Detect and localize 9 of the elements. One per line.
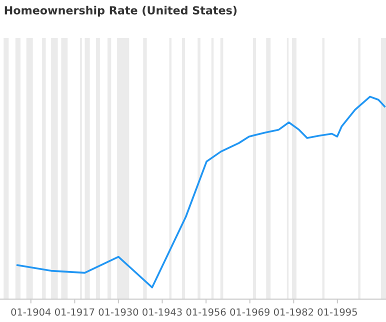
chart-title: Homeownership Rate (United States) bbox=[4, 6, 237, 17]
x-tick-label: 01-1904 bbox=[11, 308, 51, 316]
x-tick-label: 01-1969 bbox=[230, 308, 270, 316]
x-tick-label: 01-1930 bbox=[98, 308, 138, 316]
x-tick-label: 01-1982 bbox=[274, 308, 313, 316]
x-tick-label: 01-1917 bbox=[55, 308, 94, 316]
x-tick-label: 01-1995 bbox=[318, 308, 357, 316]
x-tick-label: 01-1956 bbox=[186, 308, 226, 316]
x-tick-label: 01-1943 bbox=[142, 308, 182, 316]
